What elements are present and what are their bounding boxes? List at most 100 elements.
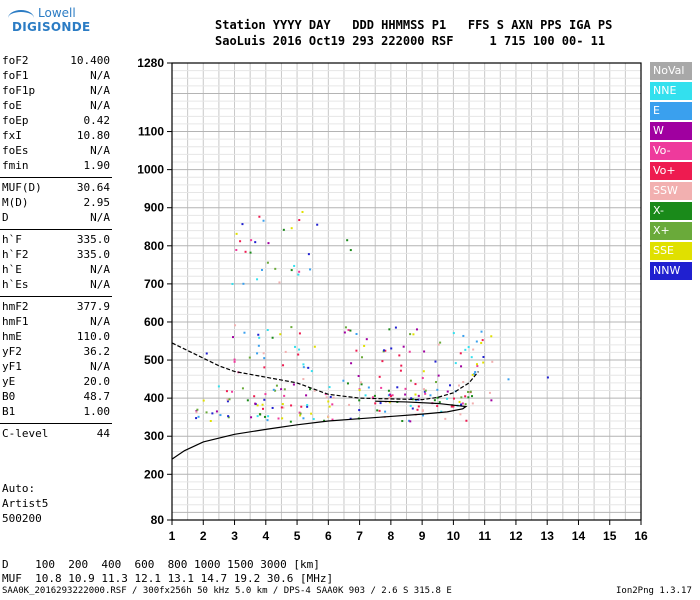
echo-point: [472, 348, 475, 351]
param-row: foF1 N/A: [0, 69, 112, 84]
echo-point: [402, 345, 405, 348]
param-row: foF2 10.400: [0, 54, 112, 69]
param-name: hmF1: [2, 315, 29, 328]
echo-point: [266, 328, 269, 331]
echo-point: [300, 405, 303, 408]
digisonde-logo: Lowell DIGISONDE: [4, 4, 90, 38]
echo-point: [244, 250, 247, 253]
param-name: fxI: [2, 129, 22, 142]
logo-arc-icon: [8, 10, 34, 26]
echo-point: [327, 415, 330, 418]
param-value: 2.95: [83, 196, 111, 209]
echo-point: [384, 410, 387, 413]
echo-point: [461, 402, 464, 405]
param-value: N/A: [90, 69, 110, 82]
echo-point: [328, 386, 331, 389]
echo-point: [414, 383, 417, 386]
y-tick-label: 80: [151, 513, 165, 527]
param-row: C-level 44: [0, 427, 112, 442]
echo-point: [290, 269, 293, 272]
echo-point: [464, 403, 467, 406]
echo-point: [373, 394, 376, 397]
echo-point: [301, 210, 304, 213]
echo-point: [473, 372, 476, 375]
param-name: MUF(D): [2, 181, 42, 194]
echo-point: [290, 227, 293, 230]
echo-point: [349, 417, 352, 420]
param-value: 1.90: [83, 159, 111, 172]
y-tick-label: 1000: [137, 163, 164, 177]
echo-point: [421, 414, 424, 417]
echo-point: [384, 349, 387, 352]
param-name: yE: [2, 375, 16, 388]
echo-point: [399, 369, 402, 372]
echo-point: [282, 406, 285, 409]
echo-point: [475, 363, 478, 366]
echo-point: [409, 333, 412, 336]
echo-point: [398, 354, 401, 357]
echo-point: [264, 393, 267, 396]
header-values: SaoLuis 2016 Oct19 293 222000 RSF 1 715 …: [215, 34, 606, 48]
muf-value-row: MUF 10.8 10.9 11.3 12.1 13.1 14.7 19.2 3…: [2, 572, 334, 585]
echo-point: [482, 361, 485, 364]
echo-point: [378, 409, 381, 412]
legend-item: E: [650, 102, 692, 120]
echo-point: [421, 377, 424, 380]
echo-point: [316, 223, 319, 226]
echo-point: [460, 403, 463, 406]
x-tick-label: 8: [388, 529, 395, 543]
echo-point: [467, 390, 470, 393]
echo-point: [409, 404, 412, 407]
param-name: B0: [2, 390, 16, 403]
echo-point: [243, 331, 246, 334]
param-row: foF1p N/A: [0, 84, 112, 99]
echo-point: [462, 334, 465, 337]
param-name: h`E: [2, 263, 22, 276]
echo-point: [481, 339, 484, 342]
echo-point: [452, 405, 455, 408]
echo-point: [324, 393, 327, 396]
echo-point: [346, 382, 349, 385]
echo-point: [394, 326, 397, 329]
echo-point: [411, 407, 414, 410]
echo-point: [299, 412, 302, 415]
echo-point: [227, 416, 230, 419]
param-name: foF1p: [2, 84, 36, 97]
echo-point: [423, 350, 426, 353]
echo-point: [226, 398, 229, 401]
x-tick-label: 9: [419, 529, 426, 543]
echo-point: [358, 389, 361, 392]
echo-point: [507, 378, 510, 381]
echo-point: [267, 242, 270, 245]
echo-point: [272, 388, 275, 391]
param-name: C-level: [2, 427, 49, 440]
echo-point: [219, 414, 222, 417]
echo-point: [248, 356, 251, 359]
echo-point: [470, 356, 473, 359]
echo-point: [299, 414, 302, 417]
echo-point: [225, 390, 228, 393]
param-row: h`F2 335.0: [0, 248, 112, 263]
param-row: foEp 0.42: [0, 114, 112, 129]
plot-frame: [171, 62, 642, 521]
echo-point: [423, 390, 426, 393]
param-row: fmin 1.90: [0, 159, 112, 174]
echo-point: [417, 398, 420, 401]
logo-line1: Lowell: [38, 6, 76, 20]
echo-point: [380, 386, 383, 389]
echo-point: [281, 417, 284, 420]
echo-point: [358, 409, 361, 412]
echo-point: [480, 341, 483, 344]
echo-point: [389, 393, 392, 396]
echo-point: [465, 419, 468, 422]
echo-point: [446, 390, 449, 393]
echo-point: [360, 383, 363, 386]
x-tick-label: 14: [572, 529, 586, 543]
echo-point: [302, 363, 305, 366]
echo-point: [263, 357, 266, 360]
param-value: N/A: [90, 278, 110, 291]
echo-point: [391, 394, 394, 397]
echo-point: [342, 379, 345, 382]
echo-point: [332, 396, 335, 399]
param-value: N/A: [90, 315, 110, 328]
